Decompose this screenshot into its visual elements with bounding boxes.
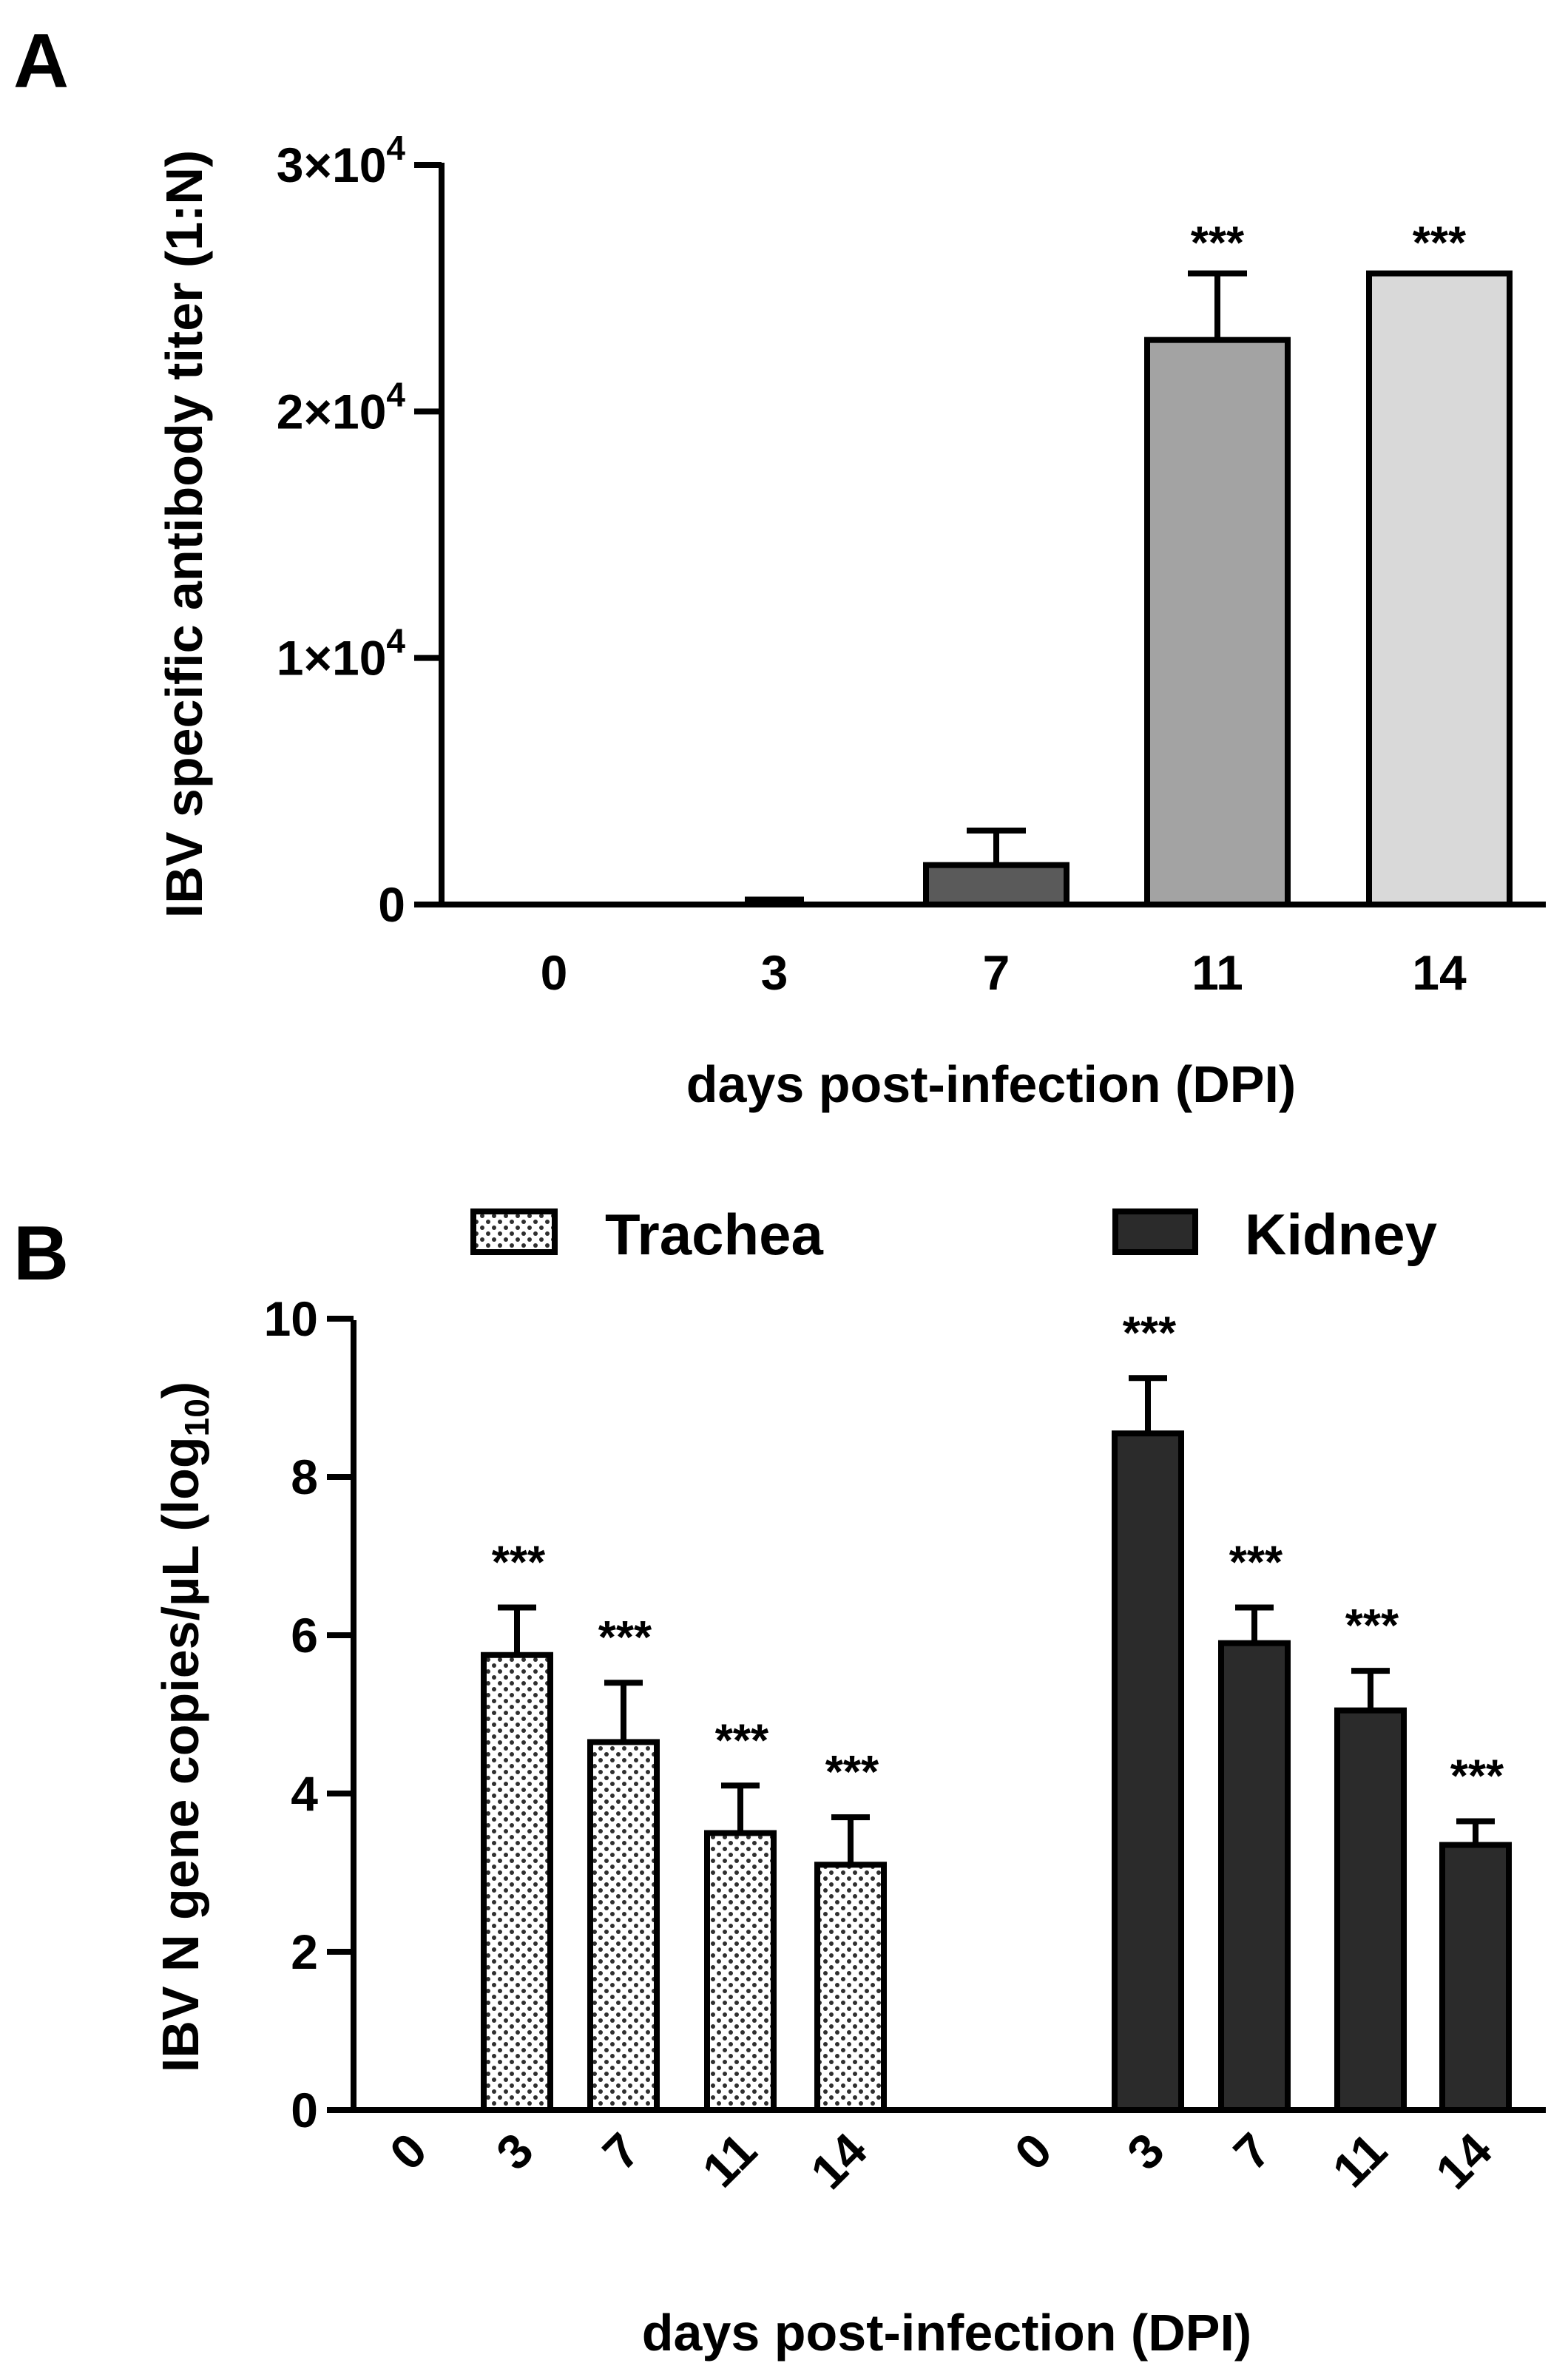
panel-b-y-tick-label: 8	[291, 1450, 318, 1504]
panel-b-y-axis-title: IBV N gene copies/µL (log10)	[152, 1382, 216, 2072]
panel-b-trachea-bar-3dpi	[481, 1652, 553, 2113]
panel-b-letter: B	[13, 1211, 69, 1297]
panel-b-trachea-x-tick-label: 11	[692, 2123, 767, 2198]
panel-b-y-tick-label: 0	[291, 2083, 318, 2137]
panel-a-letter: A	[13, 18, 69, 104]
legend: Trachea Kidney	[470, 1202, 1437, 1267]
panel-a-bar-11dpi	[1144, 337, 1291, 907]
panel-b-kidney-x-tick-label: 0	[1004, 2123, 1062, 2180]
panel-b-kidney-bar-11dpi	[1334, 1707, 1407, 2113]
panel-b-y-axis-title-main: IBV N gene copies/µL (log	[152, 1436, 209, 2072]
panel-a-y-tick-label: 3×104	[277, 129, 406, 192]
panel-b-trachea-x-tick-label: 14	[800, 2122, 877, 2199]
legend-trachea-label: Trachea	[605, 1202, 823, 1267]
panel-b-trachea-significance-7dpi: ***	[598, 1612, 652, 1663]
panel-b-kidney-x-tick-label: 14	[1425, 2122, 1502, 2199]
panel-b-x-axis-title: days post-infection (DPI)	[642, 2304, 1251, 2362]
panel-b-kidney-bar-7dpi	[1218, 1640, 1291, 2113]
panel-b-kidney-significance-11dpi: ***	[1345, 1600, 1399, 1652]
panel-a-significance-11dpi: ***	[1191, 218, 1245, 269]
panel-a: A *** *** 0 3 7 11 14 0 1×104 2×104 3×104 IBV spe…	[13, 18, 1546, 1113]
panel-b-y-axis-title-sub: 10	[178, 1399, 216, 1436]
panel-b-trachea-x-tick-label: 3	[486, 2123, 544, 2180]
panel-a-y-tick-label: 1×104	[277, 622, 406, 686]
panel-a-y-axis-title: IBV specific antibody titer (1:N)	[155, 150, 213, 918]
panel-b-kidney-significance-3dpi: ***	[1123, 1308, 1177, 1359]
panel-a-x-tick-label: 7	[983, 945, 1010, 1000]
panel-b-trachea-significance-3dpi: ***	[492, 1538, 546, 1589]
panel-b-y-axis-title-close: )	[152, 1382, 209, 1399]
panel-b-kidney-bar-14dpi	[1439, 1842, 1512, 2114]
panel-b-y-tick-label: 2	[291, 1924, 318, 1979]
legend-trachea-swatch	[470, 1208, 558, 1255]
panel-b-kidney-bar-3dpi	[1112, 1430, 1184, 2113]
panel-b-trachea-significance-11dpi: ***	[715, 1715, 769, 1766]
panel-a-y-tick-label: 0	[378, 877, 405, 932]
panel-a-x-tick-label: 14	[1412, 945, 1467, 1000]
panel-a-x-axis-title: days post-infection (DPI)	[686, 1055, 1296, 1113]
panel-a-bar-7dpi	[923, 862, 1069, 907]
panel-b-trachea-x-tick-label: 0	[379, 2123, 437, 2180]
panel-b-kidney-x-tick-label: 3	[1117, 2123, 1175, 2180]
panel-b-kidney-x-tick-label: 7	[1223, 2123, 1281, 2180]
panel-b-y-tick-label: 4	[291, 1766, 318, 1821]
panel-b-kidney-x-tick-label: 11	[1322, 2123, 1397, 2198]
panel-a-bar-14dpi	[1366, 270, 1513, 907]
panel-b-trachea-bar-14dpi	[814, 1862, 887, 2114]
panel-a-y-tick-label: 2×104	[277, 375, 406, 439]
panel-a-x-tick-label: 0	[541, 945, 568, 1000]
legend-kidney-label: Kidney	[1245, 1202, 1437, 1267]
panel-b: B Trachea Kidney *** *** *** *** *** *** *** **…	[13, 1202, 1546, 2362]
panel-a-significance-14dpi: ***	[1413, 218, 1467, 269]
panel-b-trachea-bar-7dpi	[587, 1739, 660, 2113]
panel-b-kidney-significance-14dpi: ***	[1450, 1751, 1504, 1802]
panel-b-y-tick-label: 6	[291, 1608, 318, 1663]
panel-b-kidney-significance-7dpi: ***	[1229, 1538, 1283, 1589]
panel-b-trachea-bar-11dpi	[704, 1830, 777, 2113]
panel-b-y-tick-label: 10	[264, 1291, 318, 1346]
panel-a-x-tick-label: 3	[761, 945, 788, 1000]
panel-b-trachea-significance-14dpi: ***	[825, 1747, 879, 1798]
panel-a-x-tick-label: 11	[1192, 945, 1243, 1000]
panel-b-trachea-x-tick-label: 7	[592, 2123, 650, 2180]
legend-kidney-swatch	[1112, 1208, 1198, 1255]
